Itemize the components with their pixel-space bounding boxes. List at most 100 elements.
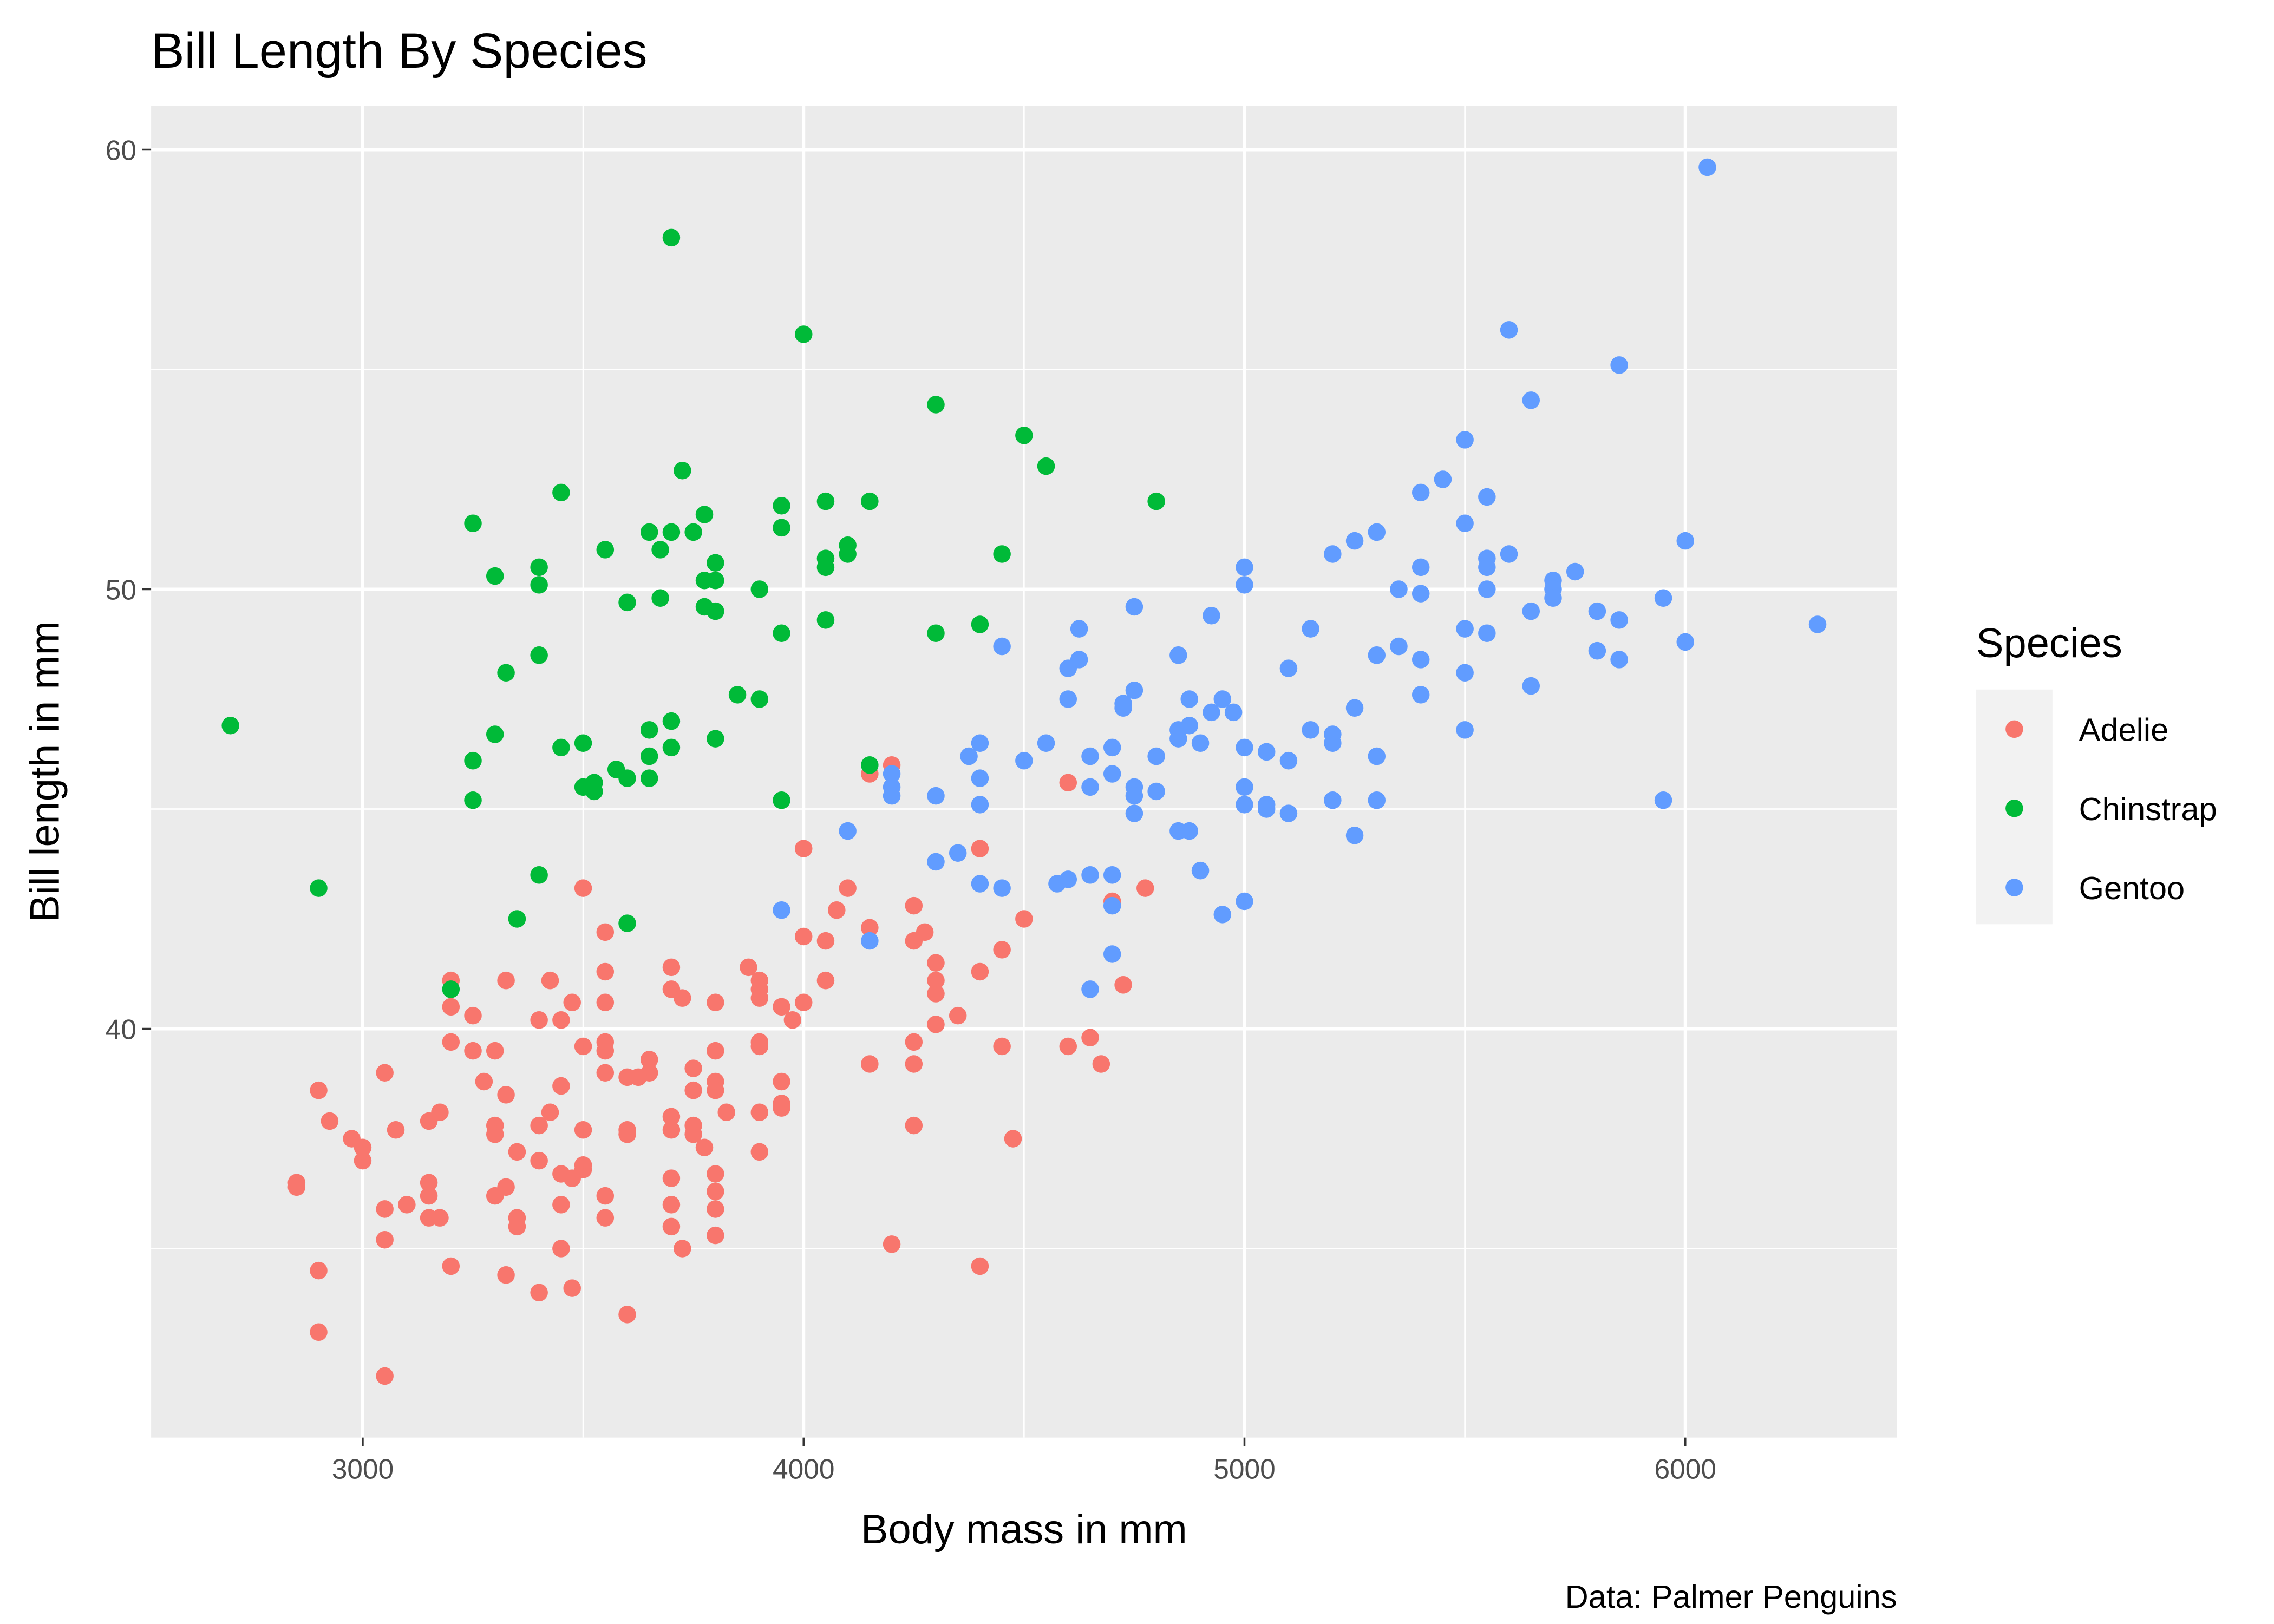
- x-tick-label: 3000: [332, 1453, 394, 1485]
- data-point: [530, 576, 548, 594]
- data-point: [541, 971, 559, 990]
- data-point: [651, 589, 669, 607]
- data-point: [662, 1217, 681, 1236]
- data-point: [1412, 558, 1430, 577]
- data-point: [1588, 641, 1606, 660]
- data-point: [618, 593, 636, 612]
- data-point: [464, 751, 482, 770]
- data-point: [861, 919, 879, 937]
- data-point: [1103, 738, 1121, 757]
- data-point: [773, 791, 790, 809]
- data-point: [905, 1055, 923, 1073]
- data-point: [1279, 659, 1298, 677]
- data-point: [387, 1121, 405, 1139]
- data-point: [1081, 980, 1099, 998]
- data-point: [1368, 646, 1386, 664]
- data-point: [618, 1125, 636, 1143]
- x-axis-ticks: 3000 4000 5000 6000: [332, 1437, 1716, 1485]
- data-point: [1345, 826, 1364, 844]
- y-tick-label: 40: [106, 1013, 136, 1045]
- data-point: [707, 993, 724, 1012]
- data-point: [1004, 1130, 1022, 1148]
- data-point: [707, 1165, 724, 1183]
- data-point: [1368, 791, 1386, 809]
- data-point: [1191, 861, 1210, 880]
- data-point: [1412, 651, 1430, 669]
- data-point: [750, 989, 769, 1007]
- data-point: [1180, 690, 1198, 708]
- data-point: [949, 844, 967, 862]
- data-point: [927, 853, 945, 871]
- data-point: [707, 1042, 724, 1060]
- data-point: [1081, 1029, 1099, 1047]
- data-point: [971, 734, 989, 752]
- data-point: [1257, 800, 1276, 818]
- data-point: [618, 769, 636, 787]
- data-point: [740, 958, 757, 977]
- data-point: [1390, 637, 1408, 656]
- data-point: [960, 747, 978, 765]
- data-point: [1456, 431, 1474, 449]
- y-axis-title: Bill length in mm: [22, 621, 68, 922]
- data-point: [927, 985, 945, 1003]
- data-point: [508, 910, 526, 928]
- data-point: [310, 1261, 328, 1280]
- data-point: [927, 787, 945, 805]
- data-point: [684, 523, 702, 541]
- data-point: [674, 461, 691, 480]
- data-point: [971, 796, 989, 814]
- data-point: [1037, 457, 1055, 475]
- data-point: [1412, 686, 1430, 704]
- data-point: [750, 1103, 769, 1122]
- data-point: [905, 932, 923, 950]
- data-point: [674, 989, 691, 1007]
- data-point: [1412, 483, 1430, 502]
- data-point: [431, 1209, 449, 1227]
- data-point: [662, 712, 681, 730]
- data-point: [662, 1196, 681, 1214]
- data-point: [1236, 892, 1253, 911]
- data-point: [442, 1033, 460, 1051]
- series-adelie: [287, 756, 1154, 1385]
- data-point: [1345, 699, 1364, 717]
- data-point: [497, 664, 515, 682]
- data-point: [1236, 796, 1253, 814]
- data-point: [464, 1042, 482, 1060]
- data-point: [1125, 598, 1143, 616]
- data-point: [420, 1174, 438, 1191]
- data-point: [629, 1068, 648, 1086]
- data-point: [927, 396, 945, 414]
- data-point: [1092, 1055, 1110, 1073]
- data-point: [1203, 703, 1220, 722]
- data-point: [1500, 321, 1518, 339]
- series-chinstrap: [221, 228, 1165, 998]
- data-point: [773, 998, 790, 1016]
- data-point: [1191, 734, 1210, 752]
- data-point: [1081, 866, 1099, 884]
- data-point: [1456, 514, 1474, 532]
- data-point: [1368, 523, 1386, 541]
- data-point: [993, 637, 1011, 656]
- data-point: [1213, 690, 1232, 708]
- data-point: [530, 558, 548, 577]
- data-point: [794, 325, 813, 343]
- data-point: [420, 1187, 438, 1205]
- data-point: [1610, 611, 1628, 629]
- data-point: [674, 1240, 691, 1258]
- data-point: [574, 734, 592, 752]
- data-point: [464, 514, 482, 532]
- data-point: [1114, 976, 1132, 994]
- data-point: [563, 1169, 581, 1187]
- data-point: [574, 1121, 592, 1139]
- data-point: [321, 1112, 339, 1130]
- data-point: [1147, 492, 1165, 510]
- data-point: [486, 1042, 504, 1060]
- data-point: [707, 1226, 724, 1245]
- data-point: [1544, 589, 1562, 607]
- data-point: [1114, 699, 1132, 717]
- data-point: [1279, 751, 1298, 770]
- data-point: [707, 1200, 724, 1218]
- data-point: [993, 1037, 1011, 1056]
- data-point: [828, 901, 846, 919]
- data-point: [662, 1121, 681, 1139]
